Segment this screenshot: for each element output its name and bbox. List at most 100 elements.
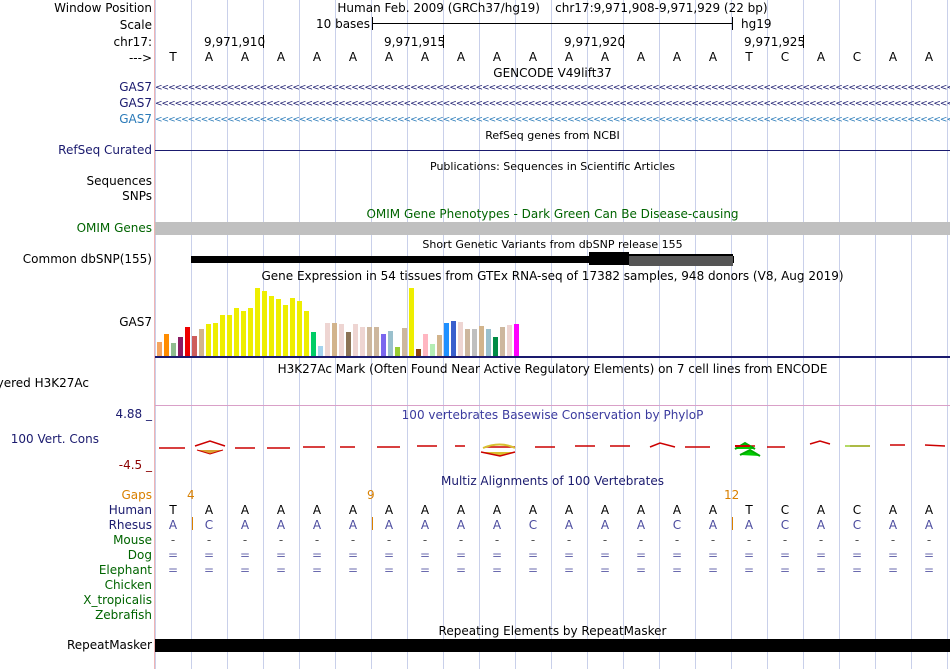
- gtex-tissue-bar[interactable]: [367, 327, 372, 356]
- snps-label[interactable]: SNPs: [122, 189, 152, 203]
- gtex-tissue-bar[interactable]: [479, 326, 484, 356]
- dbsnp-variant-bar[interactable]: [191, 256, 734, 263]
- gene-label-gas7-3[interactable]: GAS7: [119, 112, 152, 126]
- gencode-track-title[interactable]: GENCODE V49lift37: [493, 66, 612, 80]
- gtex-tissue-bar[interactable]: [402, 328, 407, 356]
- omim-gene-bar[interactable]: [155, 222, 950, 235]
- gtex-tissue-bar[interactable]: [311, 332, 316, 356]
- gtex-tissue-bar[interactable]: [493, 337, 498, 356]
- dbsnp-track-title[interactable]: Short Genetic Variants from dbSNP releas…: [422, 238, 683, 251]
- dbsnp-label[interactable]: Common dbSNP(155): [22, 252, 152, 266]
- gtex-tissue-bar[interactable]: [500, 327, 505, 356]
- gtex-tissue-bar[interactable]: [339, 324, 344, 356]
- gtex-tissue-bar[interactable]: [423, 334, 428, 356]
- gtex-tissue-bar[interactable]: [206, 324, 211, 356]
- gtex-tissue-bar[interactable]: [241, 311, 246, 356]
- base-rhesus: C: [672, 518, 682, 532]
- base-elephant: =: [275, 563, 287, 577]
- base-human: A: [816, 50, 826, 64]
- gtex-tissue-bar[interactable]: [353, 324, 358, 356]
- gtex-tissue-bar[interactable]: [395, 347, 400, 356]
- base-elephant: =: [635, 563, 647, 577]
- gtex-tissue-bar[interactable]: [437, 335, 442, 356]
- gtex-tissue-bar[interactable]: [346, 332, 351, 356]
- gtex-tissue-bar[interactable]: [283, 305, 288, 356]
- gtex-tissue-bar[interactable]: [213, 323, 218, 356]
- gtex-tissue-bar[interactable]: [185, 327, 190, 356]
- gtex-gene-label[interactable]: GAS7: [119, 315, 152, 329]
- base-human: A: [528, 503, 538, 517]
- base-human: A: [528, 50, 538, 64]
- dbsnp-variant-gray[interactable]: [629, 254, 733, 266]
- repeatmasker-label[interactable]: RepeatMasker: [66, 638, 152, 652]
- base-human: A: [708, 50, 718, 64]
- repeatmasker-element-bar[interactable]: [155, 639, 950, 652]
- gtex-tissue-bar[interactable]: [276, 299, 281, 356]
- cons-label[interactable]: 100 Vert. Cons: [10, 432, 99, 446]
- gtex-tissue-bar[interactable]: [290, 298, 295, 356]
- base-elephant: =: [563, 563, 575, 577]
- gtex-tissue-bar[interactable]: [332, 323, 337, 356]
- base-human: A: [924, 503, 934, 517]
- gtex-tissue-bar[interactable]: [171, 343, 176, 356]
- repeatmasker-track-title[interactable]: Repeating Elements by RepeatMasker: [438, 624, 667, 638]
- gas7-transcript-1[interactable]: <<<<<<<<<<<<<<<<<<<<<<<<<<<<<<<<<<<<<<<<…: [155, 84, 950, 93]
- gas7-transcript-2[interactable]: <<<<<<<<<<<<<<<<<<<<<<<<<<<<<<<<<<<<<<<<…: [155, 100, 950, 109]
- gtex-tissue-bar[interactable]: [157, 342, 162, 356]
- gtex-tissue-bar[interactable]: [164, 334, 169, 356]
- gtex-tissue-bar[interactable]: [192, 336, 197, 356]
- base-human: A: [600, 503, 610, 517]
- gtex-tissue-bar[interactable]: [248, 308, 253, 356]
- refseq-curated-label[interactable]: RefSeq Curated: [58, 143, 152, 157]
- gtex-tissue-bar[interactable]: [199, 329, 204, 356]
- gtex-tissue-bar[interactable]: [458, 322, 463, 356]
- gtex-tissue-bar[interactable]: [451, 321, 456, 356]
- gtex-tissue-bar[interactable]: [304, 311, 309, 356]
- h3k27ac-label[interactable]: Layered H3K27Ac: [0, 376, 89, 390]
- browser-track-area[interactable]: Human Feb. 2009 (GRCh37/hg19) chr17:9,97…: [155, 0, 950, 669]
- gtex-tissue-bar[interactable]: [227, 315, 232, 356]
- refseq-gene-line[interactable]: [155, 150, 950, 151]
- gene-label-gas7-1[interactable]: GAS7: [119, 80, 152, 94]
- gtex-tissue-bar[interactable]: [486, 329, 491, 356]
- gtex-tissue-bar[interactable]: [507, 325, 512, 356]
- gtex-tissue-bar[interactable]: [220, 315, 225, 356]
- gtex-tissue-bar[interactable]: [360, 327, 365, 356]
- gtex-tissue-bar[interactable]: [374, 327, 379, 356]
- base-human: C: [780, 50, 790, 64]
- gtex-bar-chart[interactable]: [155, 284, 555, 356]
- gtex-tissue-bar[interactable]: [465, 329, 470, 356]
- gtex-tissue-bar[interactable]: [416, 349, 421, 356]
- publications-track-title[interactable]: Publications: Sequences in Scientific Ar…: [430, 160, 675, 173]
- phylop-track-title[interactable]: 100 vertebrates Basewise Conservation by…: [401, 408, 704, 422]
- gtex-tissue-bar[interactable]: [262, 291, 267, 356]
- gtex-tissue-bar[interactable]: [297, 301, 302, 356]
- gtex-track-title[interactable]: Gene Expression in 54 tissues from GTEx …: [261, 269, 844, 283]
- omim-genes-label[interactable]: OMIM Genes: [76, 221, 152, 235]
- phylop-signal[interactable]: [155, 436, 950, 466]
- multiz-track-title[interactable]: Multiz Alignments of 100 Vertebrates: [440, 474, 665, 488]
- gtex-tissue-bar[interactable]: [430, 344, 435, 356]
- gtex-tissue-bar[interactable]: [325, 323, 330, 356]
- gtex-tissue-bar[interactable]: [409, 288, 414, 356]
- sequences-label[interactable]: Sequences: [86, 174, 152, 188]
- gtex-tissue-bar[interactable]: [472, 329, 477, 356]
- h3k27ac-track-title[interactable]: H3K27Ac Mark (Often Found Near Active Re…: [277, 362, 828, 376]
- omim-track-title[interactable]: OMIM Gene Phenotypes - Dark Green Can Be…: [366, 207, 739, 221]
- gtex-tissue-bar[interactable]: [388, 331, 393, 356]
- base-mouse: -: [350, 533, 356, 547]
- gtex-tissue-bar[interactable]: [381, 334, 386, 356]
- gtex-tissue-bar[interactable]: [234, 308, 239, 356]
- gene-label-gas7-2[interactable]: GAS7: [119, 96, 152, 110]
- gas7-transcript-3[interactable]: <<<<<<<<<<<<<<<<<<<<<<<<<<<<<<<<<<<<<<<<…: [155, 116, 950, 125]
- window-position-text: Human Feb. 2009 (GRCh37/hg19) chr17:9,97…: [337, 1, 768, 15]
- dbsnp-variant-block[interactable]: [589, 252, 629, 265]
- gtex-tissue-bar[interactable]: [318, 346, 323, 356]
- gtex-tissue-bar[interactable]: [178, 337, 183, 356]
- gtex-tissue-bar[interactable]: [514, 324, 519, 356]
- base-gridline: [551, 0, 552, 669]
- gtex-tissue-bar[interactable]: [255, 288, 260, 356]
- gtex-tissue-bar[interactable]: [444, 323, 449, 356]
- refseq-track-title[interactable]: RefSeq genes from NCBI: [485, 129, 620, 142]
- gtex-tissue-bar[interactable]: [269, 296, 274, 356]
